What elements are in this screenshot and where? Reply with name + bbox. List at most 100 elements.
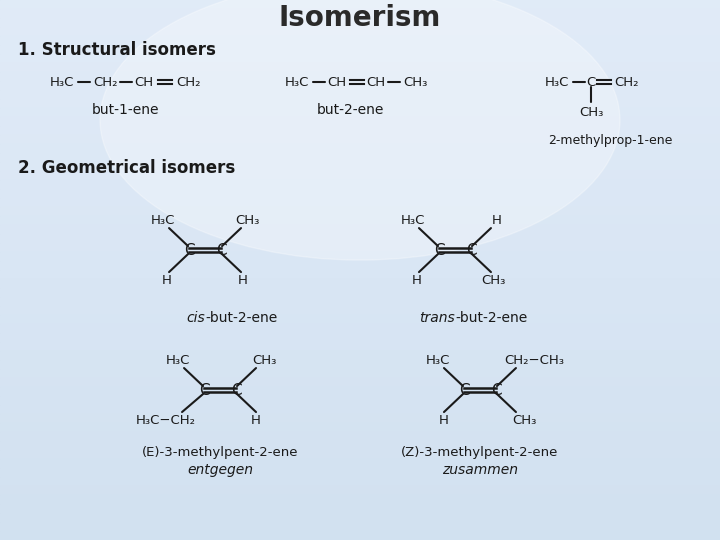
Bar <box>0 279 720 288</box>
Text: H₃C: H₃C <box>151 214 175 227</box>
Text: C: C <box>433 242 444 258</box>
Text: 2-methylprop-1-ene: 2-methylprop-1-ene <box>548 133 672 146</box>
Bar <box>0 387 720 396</box>
Bar <box>0 162 720 171</box>
Bar <box>0 531 720 540</box>
Text: entgegen: entgegen <box>187 463 253 477</box>
Text: C: C <box>184 242 194 258</box>
Bar <box>0 306 720 315</box>
Bar <box>0 63 720 72</box>
Bar <box>0 72 720 81</box>
Bar <box>0 369 720 378</box>
Text: H₃C−CH₂: H₃C−CH₂ <box>136 414 196 427</box>
Text: CH₃: CH₃ <box>235 214 259 227</box>
Text: CH₂: CH₂ <box>615 76 639 89</box>
Text: zusammen: zusammen <box>442 463 518 477</box>
Text: but-2-ene: but-2-ene <box>316 103 384 117</box>
Bar <box>0 333 720 342</box>
Bar <box>0 189 720 198</box>
Text: C: C <box>230 382 241 397</box>
Text: 1. Structural isomers: 1. Structural isomers <box>18 41 216 59</box>
Bar <box>0 441 720 450</box>
Text: CH: CH <box>328 76 346 89</box>
Bar <box>0 477 720 486</box>
Text: CH₃: CH₃ <box>579 106 603 119</box>
Bar <box>0 288 720 297</box>
Bar <box>0 495 720 504</box>
Bar <box>0 108 720 117</box>
Bar <box>0 261 720 270</box>
Bar <box>0 432 720 441</box>
Text: trans: trans <box>419 311 455 325</box>
Text: CH₂−CH₃: CH₂−CH₃ <box>504 354 564 367</box>
Bar <box>0 360 720 369</box>
Text: CH₂: CH₂ <box>176 76 200 89</box>
Bar <box>0 315 720 324</box>
Bar <box>0 216 720 225</box>
Text: 2. Geometrical isomers: 2. Geometrical isomers <box>18 159 235 177</box>
Bar <box>0 153 720 162</box>
Bar <box>0 54 720 63</box>
Bar <box>0 459 720 468</box>
Bar <box>0 405 720 414</box>
Bar <box>0 423 720 432</box>
Bar <box>0 36 720 45</box>
Text: H: H <box>162 274 172 287</box>
Text: but-1-ene: but-1-ene <box>91 103 159 117</box>
Bar <box>0 99 720 108</box>
Bar <box>0 396 720 405</box>
Text: H₃C: H₃C <box>545 76 570 89</box>
Text: (Z)-3-methylpent-2-ene: (Z)-3-methylpent-2-ene <box>401 446 559 458</box>
Text: H: H <box>412 274 422 287</box>
Text: C: C <box>459 382 469 397</box>
Bar <box>0 180 720 189</box>
Text: -but-2-ene: -but-2-ene <box>455 311 527 325</box>
Bar <box>0 27 720 36</box>
Bar <box>0 252 720 261</box>
Bar <box>0 342 720 351</box>
Text: CH₃: CH₃ <box>402 76 427 89</box>
Bar <box>0 297 720 306</box>
Bar <box>0 171 720 180</box>
Bar <box>0 81 720 90</box>
Bar <box>0 135 720 144</box>
Bar <box>0 45 720 54</box>
Bar <box>0 504 720 513</box>
Bar <box>0 270 720 279</box>
Bar <box>0 144 720 153</box>
Bar <box>0 486 720 495</box>
Bar <box>0 0 720 9</box>
Text: C: C <box>216 242 226 258</box>
Bar <box>0 207 720 216</box>
Text: H: H <box>238 274 248 287</box>
Text: -but-2-ene: -but-2-ene <box>205 311 277 325</box>
Text: H: H <box>251 414 261 427</box>
Bar <box>0 522 720 531</box>
Text: CH: CH <box>366 76 385 89</box>
Bar <box>0 378 720 387</box>
Bar <box>0 225 720 234</box>
Bar <box>0 90 720 99</box>
Bar <box>0 513 720 522</box>
Bar <box>0 324 720 333</box>
Ellipse shape <box>100 0 620 260</box>
Bar <box>0 126 720 135</box>
Text: CH₃: CH₃ <box>512 414 536 427</box>
Text: C: C <box>466 242 477 258</box>
Text: C: C <box>490 382 501 397</box>
Text: (E)-3-methylpent-2-ene: (E)-3-methylpent-2-ene <box>142 446 298 458</box>
Bar <box>0 18 720 27</box>
Text: cis: cis <box>186 311 205 325</box>
Bar <box>0 234 720 243</box>
Bar <box>0 243 720 252</box>
Text: H₃C: H₃C <box>426 354 450 367</box>
Text: CH₃: CH₃ <box>481 274 505 287</box>
Text: C: C <box>586 76 595 89</box>
Bar <box>0 450 720 459</box>
Text: Isomerism: Isomerism <box>279 4 441 32</box>
Text: H: H <box>439 414 449 427</box>
Bar <box>0 9 720 18</box>
Text: H₃C: H₃C <box>166 354 190 367</box>
Text: C: C <box>199 382 210 397</box>
Text: H₃C: H₃C <box>285 76 310 89</box>
